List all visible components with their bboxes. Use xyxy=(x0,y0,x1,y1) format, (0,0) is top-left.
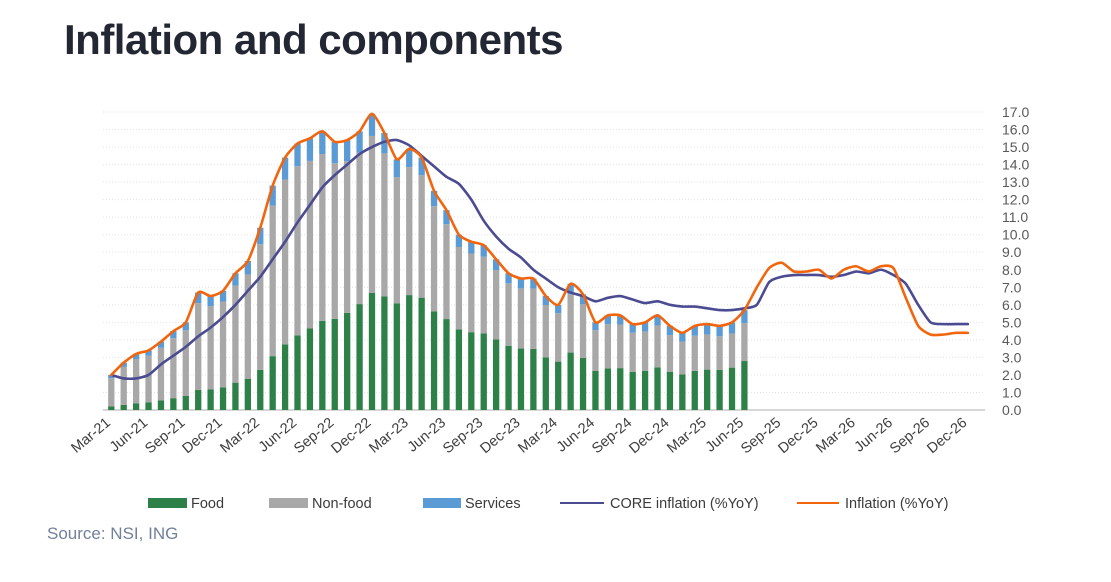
svg-text:Mar-21: Mar-21 xyxy=(68,415,113,457)
svg-text:Jun-24: Jun-24 xyxy=(554,415,598,456)
svg-text:10.0: 10.0 xyxy=(1002,227,1029,243)
svg-text:Dec-26: Dec-26 xyxy=(924,415,970,457)
svg-text:16.0: 16.0 xyxy=(1002,122,1029,138)
svg-text:Jun-22: Jun-22 xyxy=(256,415,300,456)
svg-text:Dec-22: Dec-22 xyxy=(328,415,374,457)
svg-text:7.0: 7.0 xyxy=(1002,279,1022,295)
svg-text:13.0: 13.0 xyxy=(1002,174,1029,190)
svg-text:9.0: 9.0 xyxy=(1002,244,1022,260)
svg-text:12.0: 12.0 xyxy=(1002,192,1029,208)
svg-text:Sep-25: Sep-25 xyxy=(738,415,784,457)
svg-text:14.0: 14.0 xyxy=(1002,157,1029,173)
svg-text:Mar-26: Mar-26 xyxy=(813,415,858,457)
svg-text:3.0: 3.0 xyxy=(1002,349,1022,365)
svg-text:Mar-24: Mar-24 xyxy=(515,415,560,457)
svg-text:Dec-25: Dec-25 xyxy=(775,415,821,457)
svg-text:Dec-24: Dec-24 xyxy=(626,415,672,457)
svg-text:0.0: 0.0 xyxy=(1002,402,1022,418)
svg-text:Sep-23: Sep-23 xyxy=(440,415,486,457)
svg-text:1.0: 1.0 xyxy=(1002,385,1022,401)
svg-text:Jun-26: Jun-26 xyxy=(852,415,896,456)
svg-text:Mar-25: Mar-25 xyxy=(664,415,709,457)
svg-text:17.0: 17.0 xyxy=(1002,104,1029,120)
svg-text:Jun-25: Jun-25 xyxy=(703,415,747,456)
svg-text:Jun-23: Jun-23 xyxy=(405,415,449,456)
svg-text:Dec-23: Dec-23 xyxy=(477,415,523,457)
svg-text:15.0: 15.0 xyxy=(1002,139,1029,155)
svg-text:4.0: 4.0 xyxy=(1002,332,1022,348)
svg-text:Dec-21: Dec-21 xyxy=(180,415,226,457)
svg-text:Mar-23: Mar-23 xyxy=(366,415,411,457)
svg-text:Sep-22: Sep-22 xyxy=(291,415,337,457)
svg-text:Sep-24: Sep-24 xyxy=(589,415,635,457)
svg-text:Sep-21: Sep-21 xyxy=(142,415,188,457)
svg-text:5.0: 5.0 xyxy=(1002,314,1022,330)
svg-text:Jun-21: Jun-21 xyxy=(107,415,151,456)
svg-text:6.0: 6.0 xyxy=(1002,297,1022,313)
svg-text:Mar-22: Mar-22 xyxy=(217,415,262,457)
svg-text:Sep-26: Sep-26 xyxy=(887,415,933,457)
svg-text:2.0: 2.0 xyxy=(1002,367,1022,383)
svg-text:8.0: 8.0 xyxy=(1002,262,1022,278)
svg-text:11.0: 11.0 xyxy=(1002,209,1028,225)
